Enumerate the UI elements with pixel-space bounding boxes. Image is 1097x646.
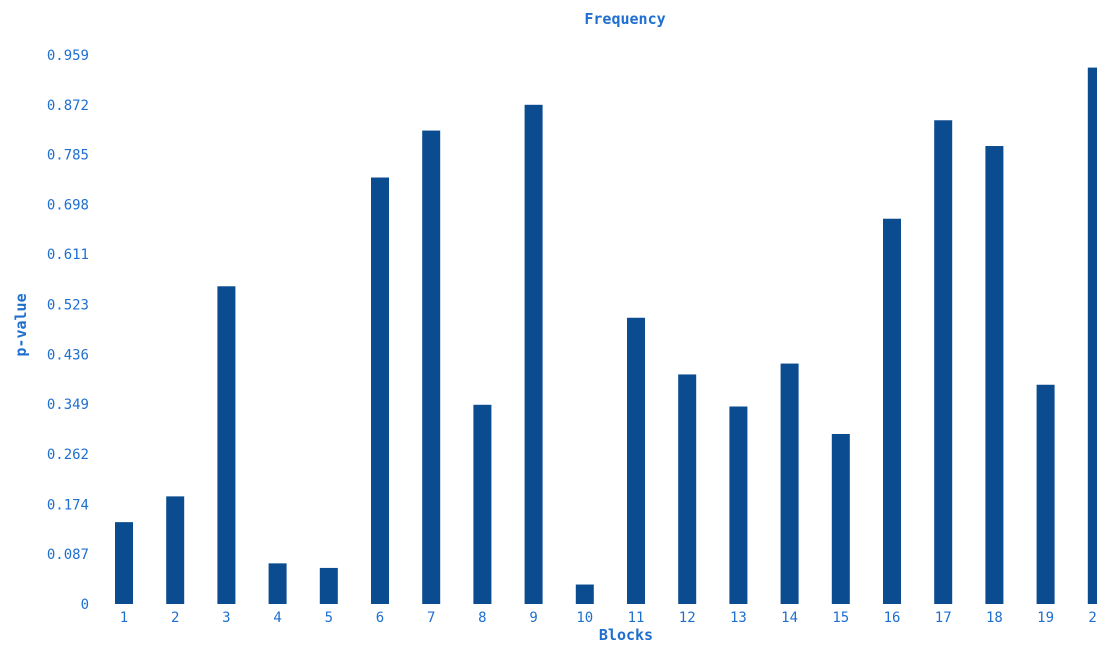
bar xyxy=(217,286,236,604)
bar xyxy=(934,120,953,605)
bars xyxy=(115,67,1097,605)
bar xyxy=(780,363,799,604)
x-tick-label: 10 xyxy=(576,610,593,626)
x-tick-label: 17 xyxy=(935,610,952,626)
x-tick-label: 5 xyxy=(325,610,333,626)
bar xyxy=(1036,384,1055,604)
bar xyxy=(319,567,338,604)
x-tick-label: 7 xyxy=(427,610,435,626)
y-tick-label: 0 xyxy=(81,597,89,613)
x-tick-label: 13 xyxy=(730,610,747,626)
y-tick-label: 0.872 xyxy=(47,98,89,114)
y-tick-label: 0.436 xyxy=(47,347,89,363)
bar xyxy=(115,522,133,604)
bar xyxy=(729,406,748,604)
y-tick-label: 0.523 xyxy=(47,298,89,314)
y-tick-label: 0.174 xyxy=(47,497,89,513)
y-tick-label: 0.698 xyxy=(47,197,89,213)
bar xyxy=(268,563,287,604)
x-tick-label: 14 xyxy=(781,610,798,626)
y-tick-labels: 0 0.087 0.174 0.262 0.349 0.436 0.523 0.611 0.69… xyxy=(47,48,89,613)
x-tick-label: 18 xyxy=(986,610,1003,626)
bar xyxy=(883,218,901,604)
bar xyxy=(831,433,850,604)
x-tick-label: 20 xyxy=(1088,610,1097,626)
bar xyxy=(985,146,1004,604)
x-tick-label: 8 xyxy=(478,610,486,626)
chart-title: Frequency xyxy=(584,10,665,28)
bar xyxy=(422,130,441,604)
x-tick-label: 11 xyxy=(628,610,645,626)
x-tick-label: 6 xyxy=(376,610,384,626)
x-axis-label: Blocks xyxy=(599,626,653,644)
bar xyxy=(1087,67,1097,605)
x-tick-label: 9 xyxy=(529,610,537,626)
y-tick-label: 0.349 xyxy=(47,397,89,413)
y-axis-label: p-value xyxy=(12,293,30,356)
x-tick-label: 16 xyxy=(884,610,901,626)
bar xyxy=(524,104,543,605)
bar xyxy=(473,404,492,604)
x-tick-label: 15 xyxy=(832,610,849,626)
y-tick-label: 0.087 xyxy=(47,547,89,563)
y-tick-label: 0.959 xyxy=(47,48,89,64)
x-tick-label: 1 xyxy=(120,610,128,626)
bar xyxy=(166,496,185,604)
x-tick-label: 3 xyxy=(222,610,230,626)
y-tick-label: 0.785 xyxy=(47,148,89,164)
y-tick-label: 0.611 xyxy=(47,247,89,263)
x-tick-label: 19 xyxy=(1037,610,1054,626)
bar xyxy=(627,317,645,604)
x-tick-label: 12 xyxy=(679,610,696,626)
y-tick-label: 0.262 xyxy=(47,447,89,463)
bar xyxy=(678,374,697,604)
bar xyxy=(371,177,389,605)
bar xyxy=(575,584,594,604)
x-tick-labels: 1234567891011121314151617181920 xyxy=(120,610,1097,626)
x-tick-label: 4 xyxy=(273,610,281,626)
x-tick-label: 2 xyxy=(171,610,179,626)
